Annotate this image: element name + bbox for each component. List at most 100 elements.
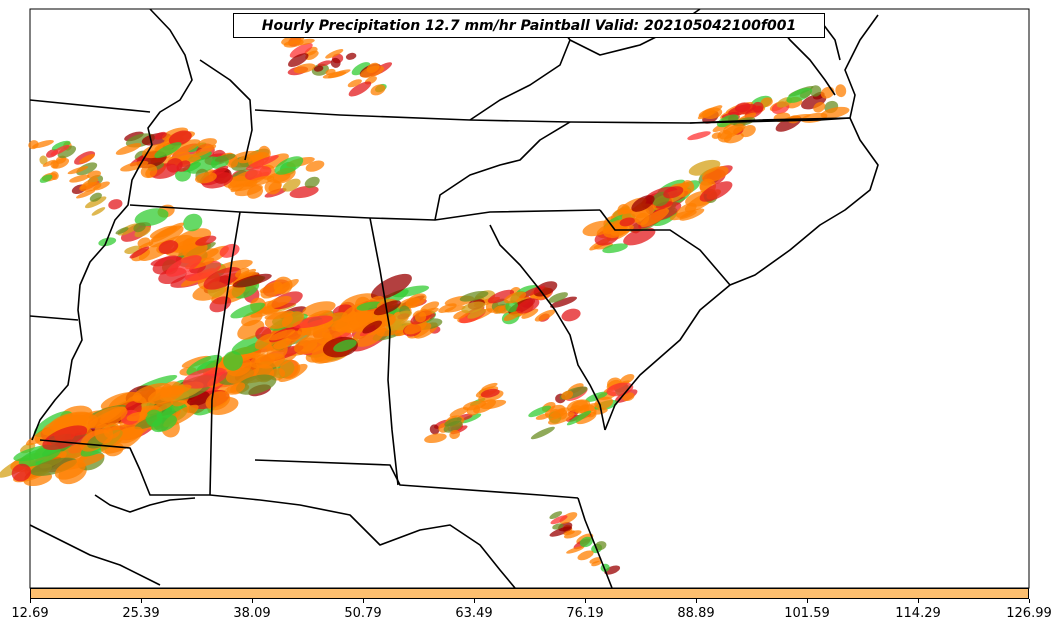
precip-cell (214, 153, 236, 162)
precip-cell (273, 330, 302, 350)
border-la-ms (39, 439, 210, 496)
precip-cell (54, 459, 86, 480)
precip-cell (347, 79, 362, 88)
border-al-ga (369, 217, 399, 486)
precip-cell (675, 202, 697, 218)
precip-cell (264, 179, 282, 195)
precip-cell (521, 308, 539, 319)
precip-cell (151, 222, 184, 243)
precip-cell (133, 222, 146, 233)
precip-cell (687, 131, 711, 141)
precip-cell (223, 351, 243, 371)
precip-cell (345, 52, 357, 60)
precip-cell (405, 293, 427, 309)
precip-cell (575, 411, 597, 425)
colorbar-tick-mark (807, 599, 808, 603)
precip-cell (325, 49, 344, 59)
precip-cell (30, 457, 77, 476)
precip-cell (487, 289, 515, 304)
precip-cell (258, 145, 271, 161)
precip-cell (42, 159, 56, 167)
colorbar-tick-mark (696, 599, 697, 603)
colorbar-tick-label: 63.49 (455, 606, 493, 621)
precip-cell (39, 174, 53, 183)
precip-cell (362, 320, 382, 334)
precip-cell (232, 273, 272, 288)
precip-cell (51, 140, 71, 151)
precip-cell (28, 140, 39, 150)
colorbar-tick-mark (141, 599, 142, 603)
precip-cell (183, 213, 203, 232)
colorbar-tick-mark (474, 599, 475, 603)
precip-cell (84, 196, 107, 209)
precip-cell (69, 174, 90, 183)
map-title: Hourly Precipitation 12.7 mm/hr Paintbal… (233, 13, 825, 38)
precip-cell (566, 546, 585, 554)
precip-cell (443, 420, 463, 433)
state-borders (29, 8, 879, 589)
precip-cell (154, 142, 182, 159)
precip-cell (94, 423, 114, 444)
border-mo-ar (29, 99, 151, 113)
precip-cell (137, 237, 151, 248)
precip-cell (503, 310, 522, 321)
precip-cell (50, 171, 59, 180)
precip-cell (50, 144, 70, 156)
precip-cell (404, 319, 427, 335)
colorbar-tick-label: 38.09 (233, 606, 271, 621)
precip-cell (313, 65, 324, 72)
precip-cell (449, 407, 469, 418)
precip-cell (697, 105, 723, 120)
colorbar (30, 588, 1029, 599)
la-coast-detail (94, 494, 196, 513)
gulf-coast (209, 494, 516, 589)
precip-cell (449, 429, 460, 440)
precip-cell (235, 267, 250, 278)
precip-cell (459, 413, 482, 424)
precip-cell (563, 530, 582, 539)
precip-cell (67, 166, 89, 175)
precip-cell (269, 329, 296, 341)
precip-cell (282, 178, 301, 192)
precip-cell (424, 433, 447, 444)
precip-cell (516, 298, 540, 314)
precip-cell (480, 388, 500, 398)
precip-cell (786, 87, 813, 103)
colorbar-tick-label: 101.59 (784, 606, 830, 621)
precip-cell (294, 332, 333, 355)
precip-cell (619, 373, 635, 385)
precip-cell (140, 164, 158, 179)
precip-cell (158, 240, 179, 255)
precip-cell (334, 310, 373, 333)
precip-cell (292, 315, 333, 329)
precip-cell (39, 155, 48, 165)
precip-cell (418, 307, 439, 317)
precip-cell (245, 155, 279, 170)
precip-cell (289, 185, 319, 199)
precip-cell (302, 301, 336, 317)
precip-cell (154, 131, 167, 140)
precip-cell (549, 526, 572, 537)
precip-cell (76, 189, 96, 199)
precip-cell (195, 235, 217, 246)
precip-cell (186, 354, 223, 376)
border-nc-sc (599, 209, 731, 286)
precip-cell (230, 183, 245, 193)
precip-cell (530, 426, 555, 440)
colorbar-tick-mark (1029, 599, 1030, 603)
precip-cell (89, 192, 102, 202)
precip-cell (168, 130, 192, 146)
precip-cell (93, 181, 110, 191)
precip-layer (0, 34, 850, 575)
precip-cell (623, 227, 656, 246)
precip-cell (182, 241, 208, 258)
precip-cell (813, 102, 826, 113)
colorbar-tick-label: 12.69 (11, 606, 49, 621)
precip-cell (192, 144, 217, 158)
precip-cell (115, 143, 142, 155)
colorbar-tick-mark (585, 599, 586, 603)
precip-cell (619, 217, 635, 227)
colorbar-tick-mark (30, 599, 31, 603)
precip-cell (317, 60, 332, 67)
precip-cell (579, 536, 593, 548)
